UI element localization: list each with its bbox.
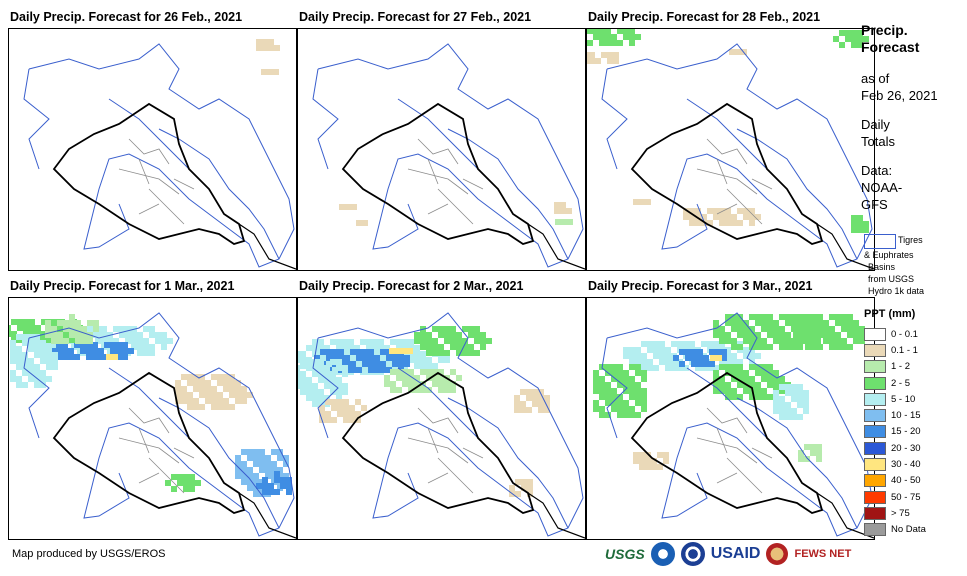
ppt-class-swatch [864, 360, 886, 374]
ppt-class-label: 2 - 5 [891, 377, 911, 389]
forecast-panel-5: Daily Precip. Forecast for 2 Mar., 2021 [297, 279, 586, 541]
forecast-map [297, 28, 586, 271]
ppt-class-label: 20 - 30 [891, 442, 921, 454]
ppt-class-swatch [864, 490, 886, 504]
ppt-class-label: 40 - 50 [891, 475, 921, 487]
forecast-panel-1: Daily Precip. Forecast for 26 Feb., 2021 [8, 10, 297, 272]
forecast-map [586, 28, 875, 271]
basin-swatch [864, 234, 896, 249]
ppt-class-swatch [864, 327, 886, 341]
legend-data-source: Data: NOAA- GFS [861, 163, 903, 212]
ppt-class-list: 0 - 0.1 0.1 - 1 1 - 2 2 - 5 5 - 10 10 - 15 15 … [864, 326, 926, 538]
ppt-class-label: No Data [891, 524, 926, 536]
forecast-panel-3: Daily Precip. Forecast for 28 Feb., 2021 [586, 10, 875, 272]
ppt-class-label: 10 - 15 [891, 410, 921, 422]
ppt-class-row: 0.1 - 1 [864, 342, 926, 358]
forecast-map [8, 28, 297, 271]
ppt-class-label: 30 - 40 [891, 459, 921, 471]
panel-title: Daily Precip. Forecast for 28 Feb., 2021 [588, 10, 821, 24]
ppt-class-row: 40 - 50 [864, 473, 926, 489]
legend-totals: Daily Totals [861, 117, 895, 149]
ppt-class-label: 0.1 - 1 [891, 344, 918, 356]
forecast-panel-2: Daily Precip. Forecast for 27 Feb., 2021 [297, 10, 586, 272]
ppt-class-row: 0 - 0.1 [864, 326, 926, 342]
ppt-class-label: > 75 [891, 507, 910, 519]
ppt-class-row: No Data [864, 522, 926, 538]
usaid-logo: USAID [710, 545, 761, 562]
ppt-class-label: 5 - 10 [891, 393, 916, 405]
ppt-class-row: 5 - 10 [864, 391, 926, 407]
ppt-class-swatch [864, 474, 886, 488]
usaid-seal-icon [680, 542, 705, 566]
forecast-panel-6: Daily Precip. Forecast for 3 Mar., 2021 [586, 279, 875, 541]
noaa-logo-icon [650, 542, 675, 566]
panel-title: Daily Precip. Forecast for 27 Feb., 2021 [299, 10, 532, 24]
legend-title: Precip. Forecast [861, 22, 920, 55]
ppt-class-row: 30 - 40 [864, 456, 926, 472]
forecast-map [8, 297, 297, 540]
ppt-class-label: 15 - 20 [891, 426, 921, 438]
ppt-class-row: 15 - 20 [864, 424, 926, 440]
map-graphic [587, 29, 874, 270]
ppt-class-swatch [864, 425, 886, 439]
ppt-class-row: 20 - 30 [864, 440, 926, 456]
ppt-title: PPT (mm) [864, 308, 916, 320]
map-credit: Map produced by USGS/EROS [12, 548, 166, 560]
ppt-class-swatch [864, 523, 886, 537]
panel-title: Daily Precip. Forecast for 2 Mar., 2021 [299, 279, 524, 293]
ppt-class-swatch [864, 458, 886, 472]
fews-net-logo: FEWS NET [794, 548, 852, 560]
fews-net-globe-icon [766, 543, 789, 565]
panel-title: Daily Precip. Forecast for 1 Mar., 2021 [10, 279, 235, 293]
legend: Precip. Forecast as of Feb 26, 2021 Dail… [861, 22, 965, 537]
forecast-map [586, 297, 875, 540]
ppt-class-swatch [864, 409, 886, 423]
ppt-class-label: 50 - 75 [891, 491, 921, 503]
forecast-panel-4: Daily Precip. Forecast for 1 Mar., 2021 [8, 279, 297, 541]
map-graphic [593, 312, 874, 539]
ppt-class-swatch [864, 343, 886, 357]
ppt-class-row: > 75 [864, 505, 926, 521]
ppt-class-swatch [864, 392, 886, 406]
map-graphic [23, 39, 296, 270]
ppt-class-label: 0 - 0.1 [891, 328, 918, 340]
ppt-class-swatch [864, 376, 886, 390]
ppt-class-row: 50 - 75 [864, 489, 926, 505]
ppt-class-swatch [864, 506, 886, 520]
agency-logos: USGS USAID FEWS NET [605, 540, 851, 568]
map-graphic [312, 43, 585, 270]
ppt-class-row: 2 - 5 [864, 375, 926, 391]
usgs-logo: USGS [605, 546, 645, 562]
ppt-class-swatch [864, 441, 886, 455]
forecast-map [297, 297, 586, 540]
map-graphic [298, 312, 585, 539]
panel-title: Daily Precip. Forecast for 3 Mar., 2021 [588, 279, 813, 293]
map-graphic [9, 312, 296, 539]
ppt-class-row: 10 - 15 [864, 407, 926, 423]
legend-basin-key: Tigres & Euphrates Basins from USGS Hydr… [864, 234, 925, 296]
legend-as-of: as of Feb 26, 2021 [861, 71, 938, 103]
ppt-class-label: 1 - 2 [891, 361, 911, 373]
ppt-class-row: 1 - 2 [864, 359, 926, 375]
panel-title: Daily Precip. Forecast for 26 Feb., 2021 [10, 10, 243, 24]
